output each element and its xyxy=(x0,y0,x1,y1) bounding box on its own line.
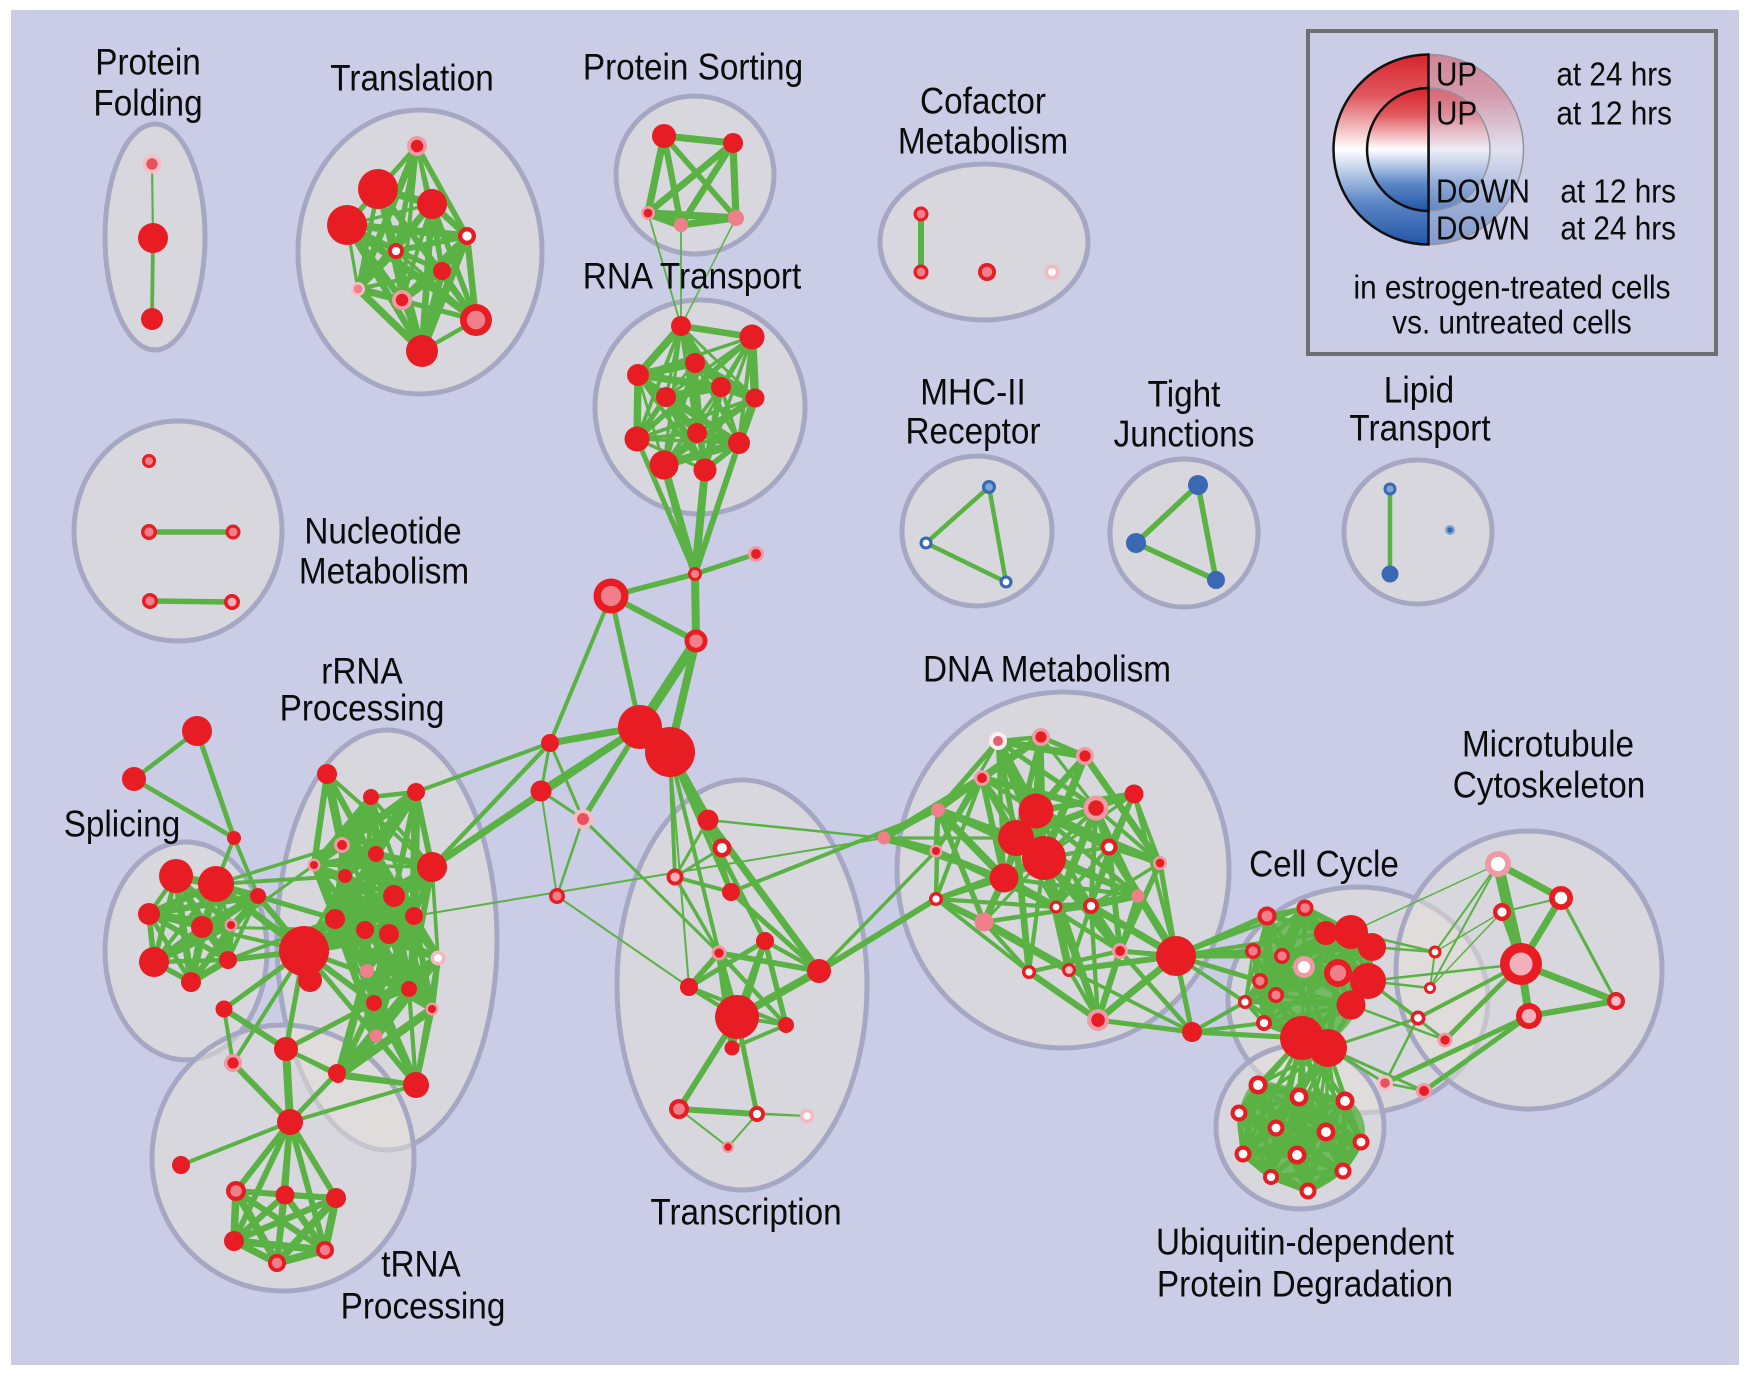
svg-text:rRNA: rRNA xyxy=(321,651,403,692)
svg-text:at 12 hrs: at 12 hrs xyxy=(1560,173,1676,210)
svg-text:at 12 hrs: at 12 hrs xyxy=(1556,95,1672,132)
svg-text:Tight: Tight xyxy=(1148,374,1221,415)
svg-text:Translation: Translation xyxy=(330,58,494,99)
svg-text:Splicing: Splicing xyxy=(64,804,181,845)
svg-text:at 24 hrs: at 24 hrs xyxy=(1556,56,1672,93)
svg-text:Junctions: Junctions xyxy=(1114,414,1255,455)
svg-text:tRNA: tRNA xyxy=(381,1244,461,1285)
svg-text:Processing: Processing xyxy=(280,688,445,729)
svg-text:Cofactor: Cofactor xyxy=(920,81,1046,122)
svg-text:Transcription: Transcription xyxy=(650,1192,841,1233)
svg-text:DOWN: DOWN xyxy=(1436,210,1530,247)
svg-text:Metabolism: Metabolism xyxy=(299,551,469,592)
svg-text:RNA Transport: RNA Transport xyxy=(583,256,802,297)
svg-text:Protein Sorting: Protein Sorting xyxy=(583,47,803,88)
svg-text:Cell Cycle: Cell Cycle xyxy=(1249,844,1399,885)
svg-text:DNA Metabolism: DNA Metabolism xyxy=(923,649,1171,690)
svg-text:Protein: Protein xyxy=(95,42,201,83)
svg-text:Transport: Transport xyxy=(1349,408,1491,449)
svg-text:Cytoskeleton: Cytoskeleton xyxy=(1453,765,1646,806)
svg-text:Folding: Folding xyxy=(93,83,202,124)
svg-text:Lipid: Lipid xyxy=(1384,370,1454,411)
svg-text:Protein Degradation: Protein Degradation xyxy=(1157,1264,1453,1305)
svg-text:UP: UP xyxy=(1436,56,1477,93)
svg-text:Ubiquitin-dependent: Ubiquitin-dependent xyxy=(1156,1222,1455,1263)
svg-text:Processing: Processing xyxy=(341,1286,506,1327)
svg-text:Receptor: Receptor xyxy=(905,411,1040,452)
svg-text:Nucleotide: Nucleotide xyxy=(304,511,461,552)
svg-text:vs. untreated cells: vs. untreated cells xyxy=(1392,304,1631,341)
svg-text:in estrogen-treated cells: in estrogen-treated cells xyxy=(1354,269,1671,306)
svg-text:at 24 hrs: at 24 hrs xyxy=(1560,210,1676,247)
svg-text:Microtubule: Microtubule xyxy=(1462,724,1634,765)
svg-text:UP: UP xyxy=(1436,95,1477,132)
svg-text:MHC-II: MHC-II xyxy=(920,372,1026,413)
svg-text:DOWN: DOWN xyxy=(1436,173,1530,210)
svg-text:Metabolism: Metabolism xyxy=(898,121,1068,162)
